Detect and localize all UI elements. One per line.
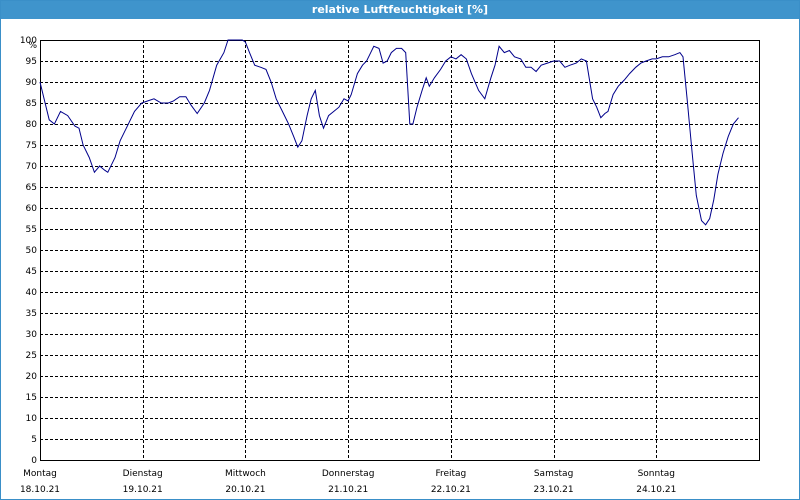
y-tick-label: 25 xyxy=(26,351,37,361)
x-tick-weekday: Dienstag xyxy=(123,469,163,479)
x-tick-date: 23.10.21 xyxy=(534,485,574,495)
x-tick-weekday: Sonntag xyxy=(638,469,675,479)
x-tick-weekday: Mittwoch xyxy=(225,469,266,479)
x-tick-date: 22.10.21 xyxy=(431,485,471,495)
y-tick-label: 95 xyxy=(26,57,37,67)
y-tick-label: 45 xyxy=(26,267,37,277)
x-tick-date: 19.10.21 xyxy=(123,485,163,495)
humidity-line xyxy=(39,39,739,226)
x-tick-date: 24.10.21 xyxy=(636,485,676,495)
y-tick-label: 65 xyxy=(26,183,37,193)
y-tick-label: 75 xyxy=(26,141,37,151)
y-tick-label: 60 xyxy=(26,204,38,214)
x-tick-weekday: Donnerstag xyxy=(322,469,375,479)
y-tick-label: 85 xyxy=(26,99,37,109)
x-tick-weekday: Samstag xyxy=(534,469,573,479)
x-tick-date: 18.10.21 xyxy=(20,485,60,495)
y-tick-label: 10 xyxy=(26,414,38,424)
grid xyxy=(40,40,759,460)
x-tick-date: 21.10.21 xyxy=(328,485,368,495)
y-axis-label: % xyxy=(28,41,37,51)
x-axis: Montag 18.10.21 Dienstag 19.10.21 Mittwoch 20… xyxy=(20,469,676,495)
x-tick-weekday: Montag xyxy=(23,469,57,479)
x-tick-weekday: Freitag xyxy=(435,469,466,479)
x-tick-date: 20.10.21 xyxy=(225,485,265,495)
y-tick-label: 15 xyxy=(26,393,37,403)
y-tick-label: 0 xyxy=(31,456,37,466)
y-tick-label: 70 xyxy=(26,162,38,172)
y-tick-label: 100 xyxy=(20,36,37,46)
y-tick-label: 5 xyxy=(31,435,37,445)
y-tick-label: 55 xyxy=(26,225,37,235)
y-tick-label: 40 xyxy=(26,288,38,298)
plot-border xyxy=(40,40,760,461)
y-tick-label: 35 xyxy=(26,309,37,319)
y-tick-label: 80 xyxy=(26,120,38,130)
y-tick-label: 90 xyxy=(26,78,38,88)
y-tick-label: 20 xyxy=(26,372,38,382)
y-tick-label: 50 xyxy=(26,246,38,256)
y-axis: 0 5 10 15 20 25 30 35 40 45 50 55 60 65 70 75 80 85 90 95 10… xyxy=(20,36,37,466)
chart-title: relative Luftfeuchtigkeit [%] xyxy=(1,1,799,19)
y-tick-label: 30 xyxy=(26,330,38,340)
